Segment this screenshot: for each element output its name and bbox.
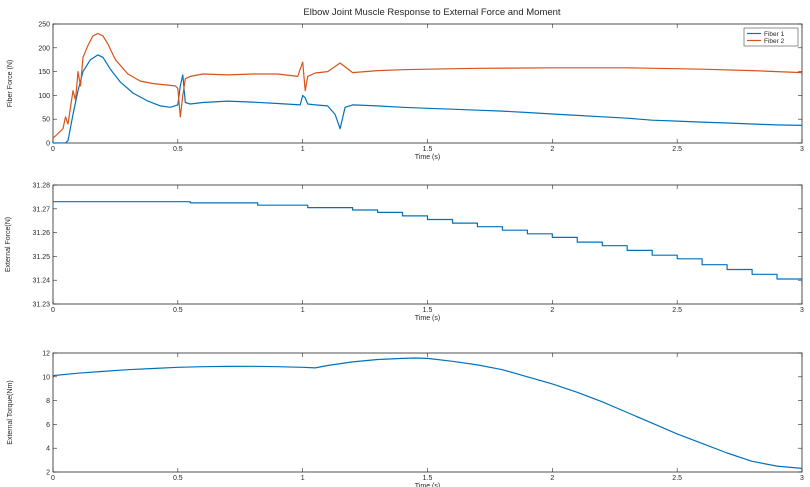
x-tick-label: 3 bbox=[800, 307, 804, 314]
x-tick-label: 0.5 bbox=[173, 307, 183, 314]
plot-2: 0 0.5 1 1.5 2 2.5 3 31.23 31.24 31.25 31.26 31.27 31… bbox=[5, 183, 804, 323]
legend-entry: Fiber 1 bbox=[764, 31, 785, 38]
plot-3: 0 0.5 1 1.5 2 2.5 3 2 4 6 8 10 12 Time (s) External To… bbox=[7, 351, 804, 487]
x-tick-label: 2 bbox=[550, 146, 554, 153]
figure-title: Elbow Joint Muscle Response to External … bbox=[303, 7, 561, 18]
y-tick-label: 100 bbox=[38, 93, 50, 100]
plot-1: 0 0.5 1 1.5 2 2.5 3 0 50 100 150 200 250 Time (s) Fibe… bbox=[7, 22, 804, 162]
series-line-fiber-1 bbox=[53, 54, 802, 143]
x-tick-label: 2 bbox=[550, 475, 554, 482]
x-tick-label: 1 bbox=[301, 146, 305, 153]
axes-frame bbox=[52, 184, 803, 305]
y-axis-label: External Torque(Nm) bbox=[7, 380, 14, 444]
legend-entry: Fiber 2 bbox=[764, 38, 785, 45]
y-tick-label: 31.26 bbox=[32, 230, 50, 237]
y-axis-label: External Force(N) bbox=[5, 217, 12, 272]
y-tick-label: 31.23 bbox=[32, 302, 50, 309]
x-tick-label: 0.5 bbox=[173, 146, 183, 153]
axes-frame bbox=[52, 352, 803, 473]
y-tick-label: 12 bbox=[42, 351, 50, 358]
x-axis-label: Time (s) bbox=[415, 483, 440, 487]
y-tick-label: 200 bbox=[38, 45, 50, 52]
y-tick-label: 50 bbox=[42, 117, 50, 124]
x-tick-label: 3 bbox=[800, 475, 804, 482]
y-tick-label: 2 bbox=[46, 470, 50, 477]
legend-box bbox=[743, 27, 799, 47]
x-axis-label: Time (s) bbox=[415, 154, 440, 161]
y-tick-label: 4 bbox=[46, 446, 50, 453]
y-tick-label: 31.25 bbox=[32, 254, 50, 261]
x-tick-label: 1.5 bbox=[423, 475, 433, 482]
y-tick-label: 31.24 bbox=[32, 278, 50, 285]
series-line bbox=[53, 357, 802, 469]
y-tick-label: 250 bbox=[38, 22, 50, 29]
x-tick-label: 1.5 bbox=[423, 307, 433, 314]
y-tick-label: 31.27 bbox=[32, 206, 50, 213]
x-tick-label: 0 bbox=[51, 146, 55, 153]
y-tick-label: 6 bbox=[46, 422, 50, 429]
x-tick-label: 2 bbox=[550, 307, 554, 314]
series-line bbox=[53, 201, 802, 285]
x-tick-label: 0 bbox=[51, 307, 55, 314]
x-tick-label: 0.5 bbox=[173, 475, 183, 482]
x-tick-label: 1 bbox=[301, 307, 305, 314]
y-tick-label: 8 bbox=[46, 398, 50, 405]
y-tick-label: 31.28 bbox=[32, 183, 50, 190]
x-axis-label: Time (s) bbox=[415, 315, 440, 322]
x-tick-label: 2.5 bbox=[672, 307, 682, 314]
y-tick-label: 150 bbox=[38, 69, 50, 76]
x-tick-label: 2.5 bbox=[672, 146, 682, 153]
x-tick-label: 1 bbox=[301, 475, 305, 482]
x-tick-label: 0 bbox=[51, 475, 55, 482]
x-tick-label: 2.5 bbox=[672, 475, 682, 482]
series-line-fiber-2 bbox=[53, 32, 802, 139]
x-tick-label: 3 bbox=[800, 146, 804, 153]
y-tick-label: 0 bbox=[46, 141, 50, 148]
x-tick-label: 1.5 bbox=[423, 146, 433, 153]
y-tick-label: 10 bbox=[42, 374, 50, 381]
axes-frame bbox=[52, 23, 803, 144]
y-axis-label: Fiber Force (N) bbox=[7, 60, 14, 107]
